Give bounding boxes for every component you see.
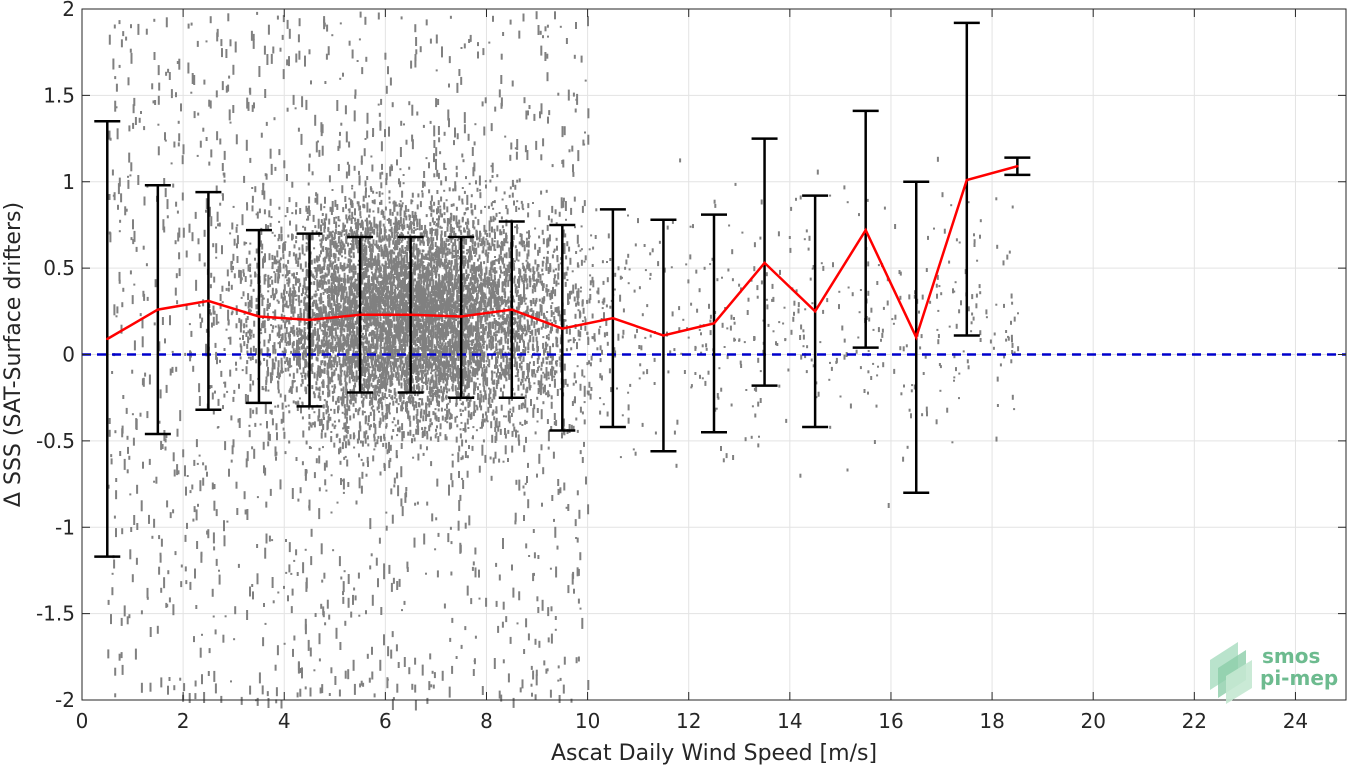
x-tick-label: 10: [575, 709, 600, 733]
mean-point: [662, 334, 665, 337]
x-tick-label: 18: [979, 709, 1004, 733]
x-tick-label: 14: [777, 709, 802, 733]
mean-point: [864, 228, 867, 232]
y-tick-label: 1.5: [43, 83, 75, 107]
logo-wave-icon: [1210, 642, 1252, 704]
mean-point: [965, 178, 968, 182]
y-tick-label: 0.5: [43, 256, 75, 280]
mean-point: [257, 315, 261, 318]
mean-point: [308, 318, 311, 322]
mean-point: [460, 315, 463, 318]
mean-point: [409, 313, 412, 316]
y-tick-label: -0.5: [36, 429, 75, 453]
x-tick-label: 20: [1080, 709, 1105, 733]
mean-point: [510, 308, 513, 311]
x-tick-label: 4: [278, 709, 291, 733]
mean-point: [712, 322, 716, 325]
y-tick-label: 1: [62, 170, 75, 194]
mean-point: [358, 313, 362, 316]
mean-point: [106, 337, 109, 341]
x-tick-label: 24: [1283, 709, 1308, 733]
y-tick-label: 2: [62, 0, 75, 21]
smos-pi-mep-logo: smos pi-mep: [1210, 642, 1338, 704]
binned-mean-line: [106, 164, 1019, 341]
logo-line2: pi-mep: [1260, 666, 1338, 690]
y-tick-label: 0: [62, 343, 75, 367]
y-tick-label: -2: [55, 688, 75, 712]
y-tick-label: -1.5: [36, 602, 75, 626]
x-tick-label: 0: [76, 709, 89, 733]
x-tick-label: 16: [878, 709, 903, 733]
x-tick-label: 12: [676, 709, 701, 733]
scatter-points: [107, 11, 1020, 711]
mean-point: [207, 299, 210, 303]
logo-line1: smos: [1262, 644, 1320, 668]
x-tick-label: 8: [480, 709, 493, 733]
mean-point: [763, 261, 766, 265]
mean-point: [1016, 165, 1019, 168]
mean-point: [611, 317, 615, 320]
mean-point: [915, 336, 918, 339]
x-tick-label: 22: [1182, 709, 1207, 733]
mean-point: [156, 308, 160, 311]
x-tick-label: 2: [177, 709, 190, 733]
axis-ticks: 0 2 4 6 8 10 12 14 16 18 20 22 24-2-1.5-1-0.500.511.…: [36, 0, 1346, 733]
mean-point: [813, 310, 817, 313]
x-axis-label: Ascat Daily Wind Speed [m/s]: [551, 741, 877, 766]
y-axis-label: Δ SSS (SAT-Surface drifters): [1, 202, 26, 507]
y-tick-label: -1: [55, 515, 75, 539]
error-bars: [94, 21, 1031, 558]
x-tick-label: 6: [379, 709, 392, 733]
mean-point: [561, 327, 564, 330]
